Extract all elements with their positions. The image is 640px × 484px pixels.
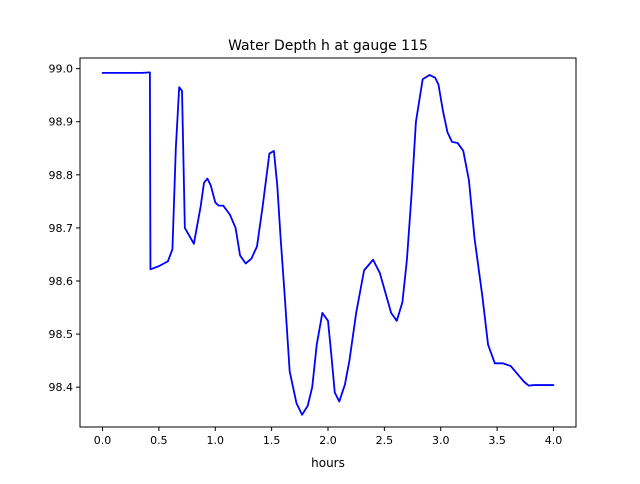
y-tick-label: 98.5: [49, 328, 74, 341]
x-axis-ticks: 0.0 0.5 1.0 1.5 2.0 2.5 3.0 3.5 4.0: [94, 427, 562, 447]
chart-title: Water Depth h at gauge 115: [228, 38, 428, 54]
series-layer: [101, 71, 555, 416]
y-tick-label: 98.8: [49, 169, 74, 182]
x-tick-label: 2.5: [376, 434, 394, 447]
y-axis-ticks: 98.4 98.5 98.6 98.7 98.8 98.9 99.0: [49, 63, 80, 394]
x-tick-label: 4.0: [545, 434, 563, 447]
plot-area: [80, 58, 576, 427]
x-tick-label: 2.0: [319, 434, 337, 447]
y-tick-label: 98.6: [49, 275, 74, 288]
x-tick-label: 1.5: [263, 434, 281, 447]
y-tick-label: 99.0: [49, 63, 74, 76]
y-tick-label: 98.4: [49, 381, 74, 394]
x-tick-label: 0.0: [94, 434, 112, 447]
x-axis-label: hours: [311, 456, 345, 470]
x-tick-label: 3.5: [488, 434, 506, 447]
x-tick-label: 1.0: [207, 434, 225, 447]
x-tick-label: 3.0: [432, 434, 450, 447]
series-line-0: [101, 71, 555, 416]
y-tick-label: 98.9: [49, 116, 74, 129]
x-tick-label: 0.5: [150, 434, 168, 447]
y-tick-label: 98.7: [49, 222, 74, 235]
